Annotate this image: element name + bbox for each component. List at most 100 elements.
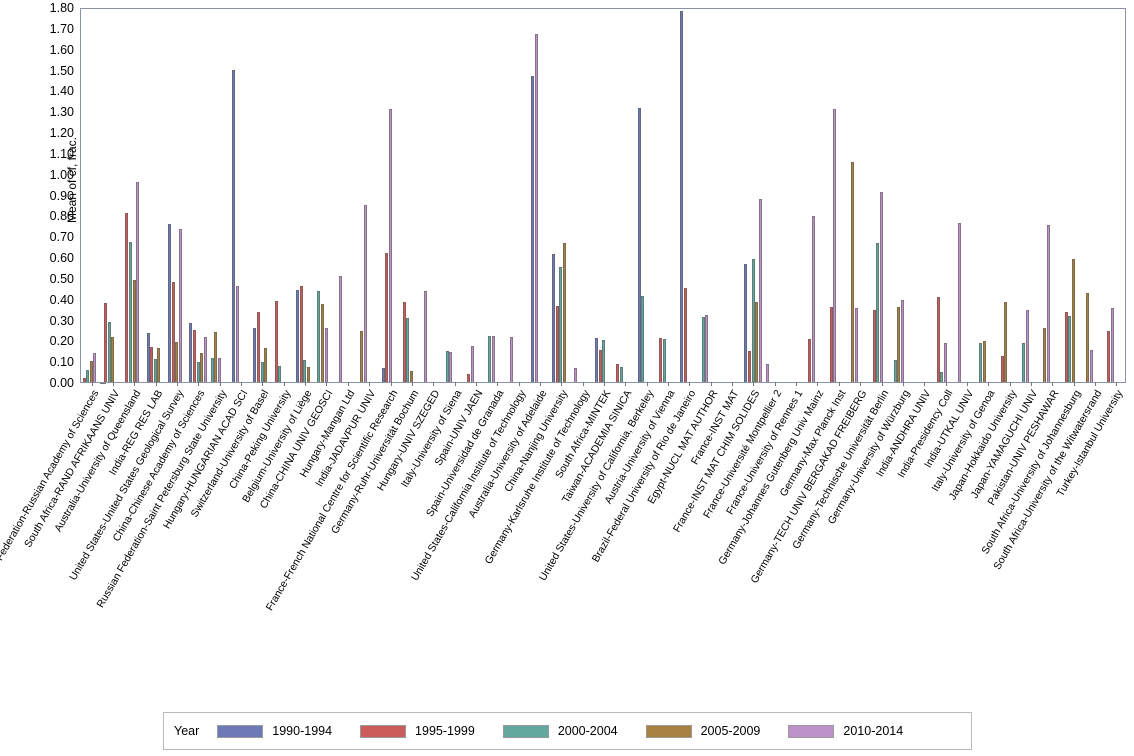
bar-group <box>573 9 578 382</box>
y-tick-label: 0.20 <box>49 334 74 349</box>
bar <box>1025 310 1029 382</box>
bar <box>132 279 136 382</box>
x-tick-mark <box>561 382 563 386</box>
x-tick-mark <box>155 382 157 386</box>
bar-series-container <box>81 9 1125 386</box>
x-axis-labels: Russian Federation-Russian Academy of Sc… <box>0 384 1126 684</box>
bar <box>680 11 684 382</box>
bar-group <box>146 9 161 382</box>
bar <box>957 222 961 382</box>
bar <box>257 312 261 382</box>
bar <box>943 343 947 382</box>
bar <box>217 358 221 382</box>
bar-group <box>1064 9 1076 382</box>
x-tick-mark <box>625 382 627 386</box>
legend-item[interactable]: 1990-1994 <box>217 724 332 738</box>
x-tick-mark <box>902 382 904 386</box>
x-tick-mark <box>305 382 307 386</box>
x-tick-mark <box>860 382 862 386</box>
bar <box>598 349 602 382</box>
bar <box>940 371 944 382</box>
bar-group <box>1000 9 1008 382</box>
legend-label: 1995-1999 <box>415 724 475 738</box>
x-tick-mark <box>838 382 840 386</box>
bar <box>573 368 577 382</box>
bar-group <box>552 9 567 382</box>
bar <box>466 373 470 382</box>
legend-swatch <box>788 724 835 738</box>
y-tick-label: 1.80 <box>49 1 74 15</box>
legend-swatch <box>645 724 692 738</box>
x-tick-mark <box>1073 382 1075 386</box>
x-tick-mark <box>1094 382 1096 386</box>
legend-item[interactable]: 2010-2014 <box>788 724 903 738</box>
y-tick-label: 0.80 <box>49 209 74 224</box>
x-tick-mark <box>518 382 520 386</box>
bar <box>1043 327 1047 382</box>
bar-group <box>530 9 538 382</box>
bar <box>829 307 833 382</box>
bar <box>748 350 752 382</box>
x-tick-mark <box>796 382 798 386</box>
bar <box>424 291 428 382</box>
x-tick-mark <box>1009 382 1011 386</box>
x-tick-mark <box>988 382 990 386</box>
x-tick-mark <box>454 382 456 386</box>
bar-group <box>595 9 606 382</box>
bar-group <box>851 9 858 382</box>
bar <box>388 109 392 382</box>
x-tick-mark <box>241 382 243 386</box>
bar <box>1021 343 1025 382</box>
bar <box>274 300 278 382</box>
legend-item[interactable]: 2000-2004 <box>502 724 618 738</box>
x-tick-mark <box>539 382 541 386</box>
bar <box>982 341 986 382</box>
bar <box>107 321 111 382</box>
x-tick-mark <box>198 382 200 386</box>
bar <box>153 359 157 382</box>
legend-item[interactable]: 2005-2009 <box>645 724 760 738</box>
bar <box>189 322 193 382</box>
bar <box>872 310 876 382</box>
x-tick-mark <box>326 382 328 386</box>
bar <box>193 329 196 382</box>
bar <box>321 303 325 382</box>
bar <box>203 337 207 382</box>
y-tick-label: 1.40 <box>49 84 74 99</box>
bar <box>104 302 108 382</box>
legend-swatch <box>502 724 549 738</box>
legend-label: 1990-1994 <box>272 724 333 738</box>
bar <box>705 315 709 382</box>
bar <box>470 345 474 382</box>
x-tick-mark <box>113 382 115 386</box>
x-tick-mark <box>91 382 93 386</box>
bar <box>619 367 623 382</box>
bar <box>751 259 755 382</box>
x-tick-mark <box>774 382 776 386</box>
bar-group <box>189 9 207 382</box>
bar <box>1085 293 1089 382</box>
legend-item[interactable]: 1995-1999 <box>360 724 475 738</box>
bar <box>89 361 93 382</box>
y-tick-mark <box>100 383 106 384</box>
bar <box>1110 308 1114 382</box>
legend-label: 2000-2004 <box>557 724 618 738</box>
y-tick-label: 0.00 <box>49 376 74 390</box>
bar <box>765 364 769 382</box>
bar <box>552 253 556 382</box>
bar-group <box>82 9 97 382</box>
bar-group <box>1107 9 1114 382</box>
bar-group <box>893 9 905 382</box>
bar-group <box>253 9 268 382</box>
bar <box>299 286 303 382</box>
bar <box>683 288 687 382</box>
bar <box>602 340 606 382</box>
bar <box>555 305 559 382</box>
bar <box>1107 330 1111 382</box>
legend: Year 1990-1994 1995-1999 2000-2004 2005-200… <box>163 712 972 750</box>
bar <box>214 332 218 382</box>
y-tick-label: 1.10 <box>49 146 74 161</box>
bar <box>317 291 321 382</box>
bar <box>445 350 449 382</box>
bar-group <box>659 9 666 382</box>
